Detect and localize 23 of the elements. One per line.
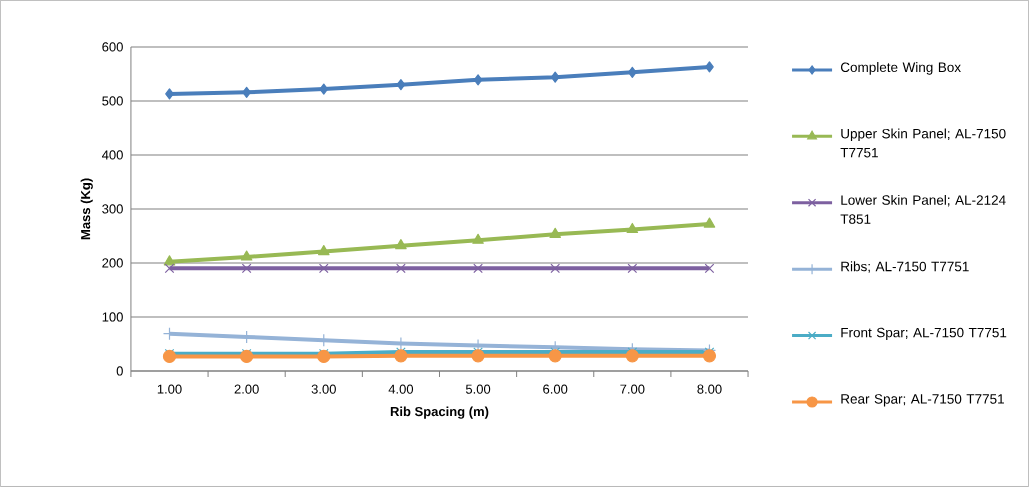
y-tick-label: 300 <box>102 204 123 214</box>
y-tick-label: 0 <box>116 366 123 376</box>
x-tick-label: 1.00 <box>157 384 182 394</box>
x-axis-title: Rib Spacing (m) <box>390 406 489 419</box>
y-tick-label: 100 <box>102 312 123 322</box>
x-tick-label: 7.00 <box>620 384 645 394</box>
x-tick-label: 2.00 <box>234 384 259 394</box>
x-tick-label: 3.00 <box>311 384 336 394</box>
legend-label: Upper Skin Panel; AL-7150 T7751 <box>840 128 1006 158</box>
x-tick-label: 4.00 <box>388 384 414 394</box>
y-axis-title: Mass (Kg) <box>80 178 93 240</box>
y-tick-label: 600 <box>102 42 123 52</box>
y-tick-label: 200 <box>102 258 123 268</box>
legend-label: Front Spar; AL-7150 T7751 <box>841 327 1007 341</box>
y-tick-label: 500 <box>102 96 123 106</box>
x-tick-label: 8.00 <box>697 384 722 394</box>
legend-label: Lower Skin Panel; AL-2124 T851 <box>840 194 1006 224</box>
x-tick-label: 6.00 <box>543 384 568 394</box>
legend-label: Complete Wing Box <box>840 62 961 75</box>
x-tick-label: 5.00 <box>465 384 491 394</box>
legend-label: Ribs; AL-7150 T7751 <box>841 261 969 273</box>
legend-label: Rear Spar; AL-7150 T7751 <box>841 394 1004 407</box>
y-tick-label: 400 <box>101 150 123 160</box>
